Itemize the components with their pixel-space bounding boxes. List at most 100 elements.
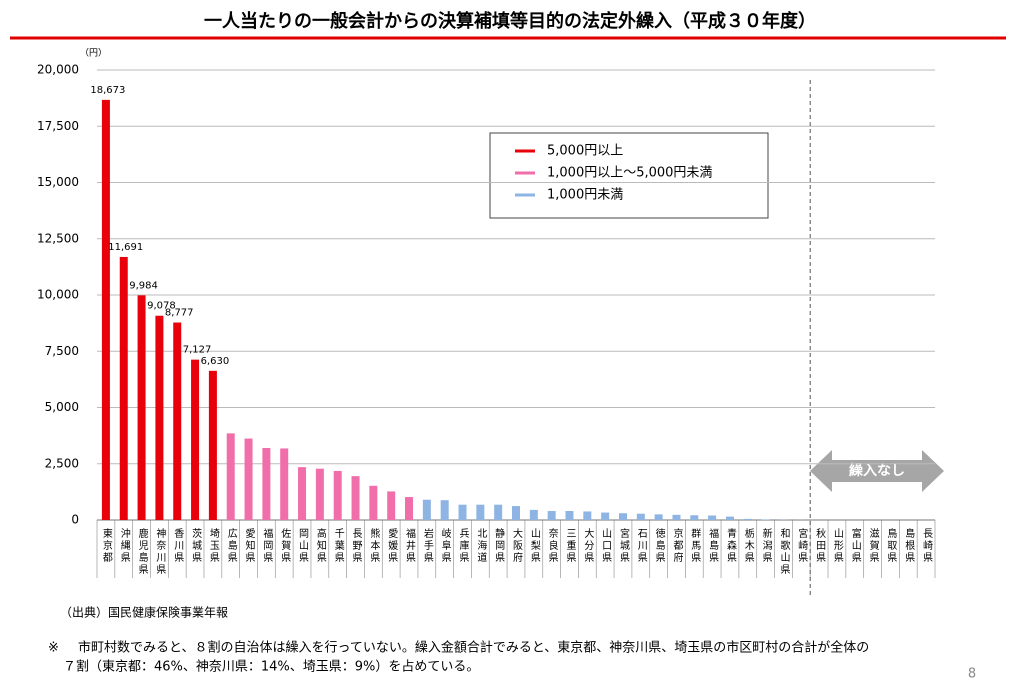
bar bbox=[351, 476, 360, 520]
bar bbox=[137, 295, 146, 520]
source: （出典）国民健康保険事業年報 bbox=[60, 605, 228, 620]
x-tick-label: 鳥取県 bbox=[885, 527, 897, 564]
x-tick-label: 山形県 bbox=[831, 528, 843, 564]
bar bbox=[387, 491, 396, 520]
x-tick-label: 香川県 bbox=[172, 528, 184, 564]
x-tick-label: 奈良県 bbox=[546, 527, 558, 564]
legend-label: 1,000円未満 bbox=[547, 188, 623, 203]
x-tick-label: 北海道 bbox=[475, 528, 487, 564]
legend-label: 5,000円以上 bbox=[547, 144, 623, 159]
y-tick-label: 0 bbox=[71, 513, 79, 527]
data-label: 6,630 bbox=[201, 356, 230, 367]
y-tick-label: 15,000 bbox=[37, 175, 79, 189]
x-tick-label: 山口県 bbox=[600, 528, 612, 564]
footnote: ７割（東京都：46%、神奈川県：14%、埼玉県：9%）を占めている。 bbox=[63, 659, 479, 675]
x-tick-label: 愛媛県 bbox=[386, 527, 398, 564]
bar bbox=[119, 256, 128, 520]
bar bbox=[708, 515, 717, 520]
x-tick-label: 新潟県 bbox=[760, 527, 772, 564]
x-tick-label: 東京都 bbox=[100, 527, 112, 564]
bar bbox=[494, 504, 503, 520]
bar bbox=[208, 370, 217, 520]
x-tick-label: 佐賀県 bbox=[279, 528, 291, 564]
x-tick-label: 埼玉県 bbox=[207, 527, 219, 564]
x-tick-label: 徳島県 bbox=[653, 527, 665, 564]
y-tick-label: 5,000 bbox=[45, 400, 79, 414]
x-tick-label: 大分県 bbox=[582, 527, 594, 564]
bar bbox=[458, 504, 467, 520]
bar bbox=[565, 511, 574, 520]
x-tick-label: 滋賀県 bbox=[867, 527, 879, 564]
y-tick-label: 20,000 bbox=[37, 63, 79, 77]
x-tick-label: 岩手県 bbox=[421, 527, 433, 564]
chart-title: 一人当たりの一般会計からの決算補填等目的の法定外繰入（平成３０年度） bbox=[204, 10, 816, 32]
x-tick-label: 福島県 bbox=[707, 527, 719, 564]
bar bbox=[743, 518, 752, 520]
bar bbox=[369, 485, 378, 520]
x-tick-label: 長野県 bbox=[350, 528, 362, 564]
x-tick-label: 石川県 bbox=[635, 528, 647, 564]
x-tick-label: 静岡県 bbox=[493, 527, 505, 564]
x-tick-label: 広島県 bbox=[225, 527, 237, 564]
bar bbox=[333, 470, 342, 520]
bar bbox=[173, 322, 182, 520]
bar bbox=[422, 499, 431, 520]
bar bbox=[101, 99, 110, 521]
bar bbox=[440, 500, 449, 520]
y-tick-label: 2,500 bbox=[45, 456, 79, 470]
x-tick-label: 岡山県 bbox=[297, 528, 309, 564]
data-label: 9,984 bbox=[129, 280, 158, 291]
x-tick-label: 京都府 bbox=[671, 527, 683, 564]
x-tick-label: 高知県 bbox=[314, 527, 326, 564]
bar bbox=[191, 359, 200, 520]
bar bbox=[601, 512, 610, 520]
x-tick-label: 大阪府 bbox=[511, 527, 523, 564]
data-label: 7,127 bbox=[183, 345, 212, 356]
x-tick-label: 和歌山県 bbox=[778, 528, 790, 576]
annotation-arrow bbox=[810, 450, 944, 492]
bar bbox=[315, 468, 324, 520]
x-tick-label: 千葉県 bbox=[332, 528, 344, 564]
bar bbox=[618, 513, 627, 520]
footnote: 市町村数でみると、８割の自治体は繰入を行っていない。繰入金額合計でみると、東京都… bbox=[78, 640, 869, 656]
x-tick-label: 茨城県 bbox=[190, 527, 202, 564]
bar bbox=[654, 514, 663, 520]
x-tick-label: 鹿児島県 bbox=[136, 527, 148, 576]
bar bbox=[226, 433, 235, 520]
x-tick-label: 愛知県 bbox=[243, 527, 255, 564]
x-tick-label: 秋田県 bbox=[814, 527, 826, 564]
bar bbox=[512, 506, 520, 520]
bar bbox=[155, 315, 164, 520]
bar bbox=[476, 504, 485, 520]
x-tick-label: 島根県 bbox=[903, 527, 915, 564]
data-label: 8,777 bbox=[165, 308, 194, 319]
bar bbox=[583, 511, 592, 520]
bar bbox=[547, 511, 556, 520]
bar bbox=[298, 467, 307, 520]
x-tick-label: 神奈川県 bbox=[154, 527, 166, 576]
annotation: 繰入なし bbox=[849, 462, 905, 479]
x-tick-label: 長崎県 bbox=[921, 528, 933, 564]
page-number: 8 bbox=[968, 667, 976, 682]
bar bbox=[725, 516, 734, 520]
bar bbox=[405, 497, 414, 520]
x-tick-label: 青森県 bbox=[724, 527, 736, 564]
legend-box bbox=[489, 132, 769, 219]
x-tick-label: 三重県 bbox=[564, 528, 576, 564]
footnote-mark: ※ bbox=[48, 641, 59, 656]
bar bbox=[280, 448, 289, 520]
y-tick-label: 12,500 bbox=[37, 231, 79, 245]
unit-label: （円） bbox=[80, 48, 107, 59]
x-tick-label: 福岡県 bbox=[261, 527, 273, 564]
bar bbox=[529, 509, 538, 520]
bar bbox=[262, 448, 271, 520]
legend-label: 1,000円以上～5,000円未満 bbox=[547, 166, 712, 181]
x-tick-label: 福井県 bbox=[404, 527, 416, 564]
x-tick-label: 群馬県 bbox=[689, 527, 701, 564]
x-tick-label: 沖縄県 bbox=[118, 527, 130, 564]
data-label: 9,078 bbox=[147, 301, 176, 312]
bar bbox=[672, 514, 681, 520]
x-tick-label: 宮城県 bbox=[617, 527, 629, 564]
x-tick-label: 宮崎県 bbox=[796, 527, 808, 564]
x-tick-label: 栃木県 bbox=[742, 527, 754, 564]
